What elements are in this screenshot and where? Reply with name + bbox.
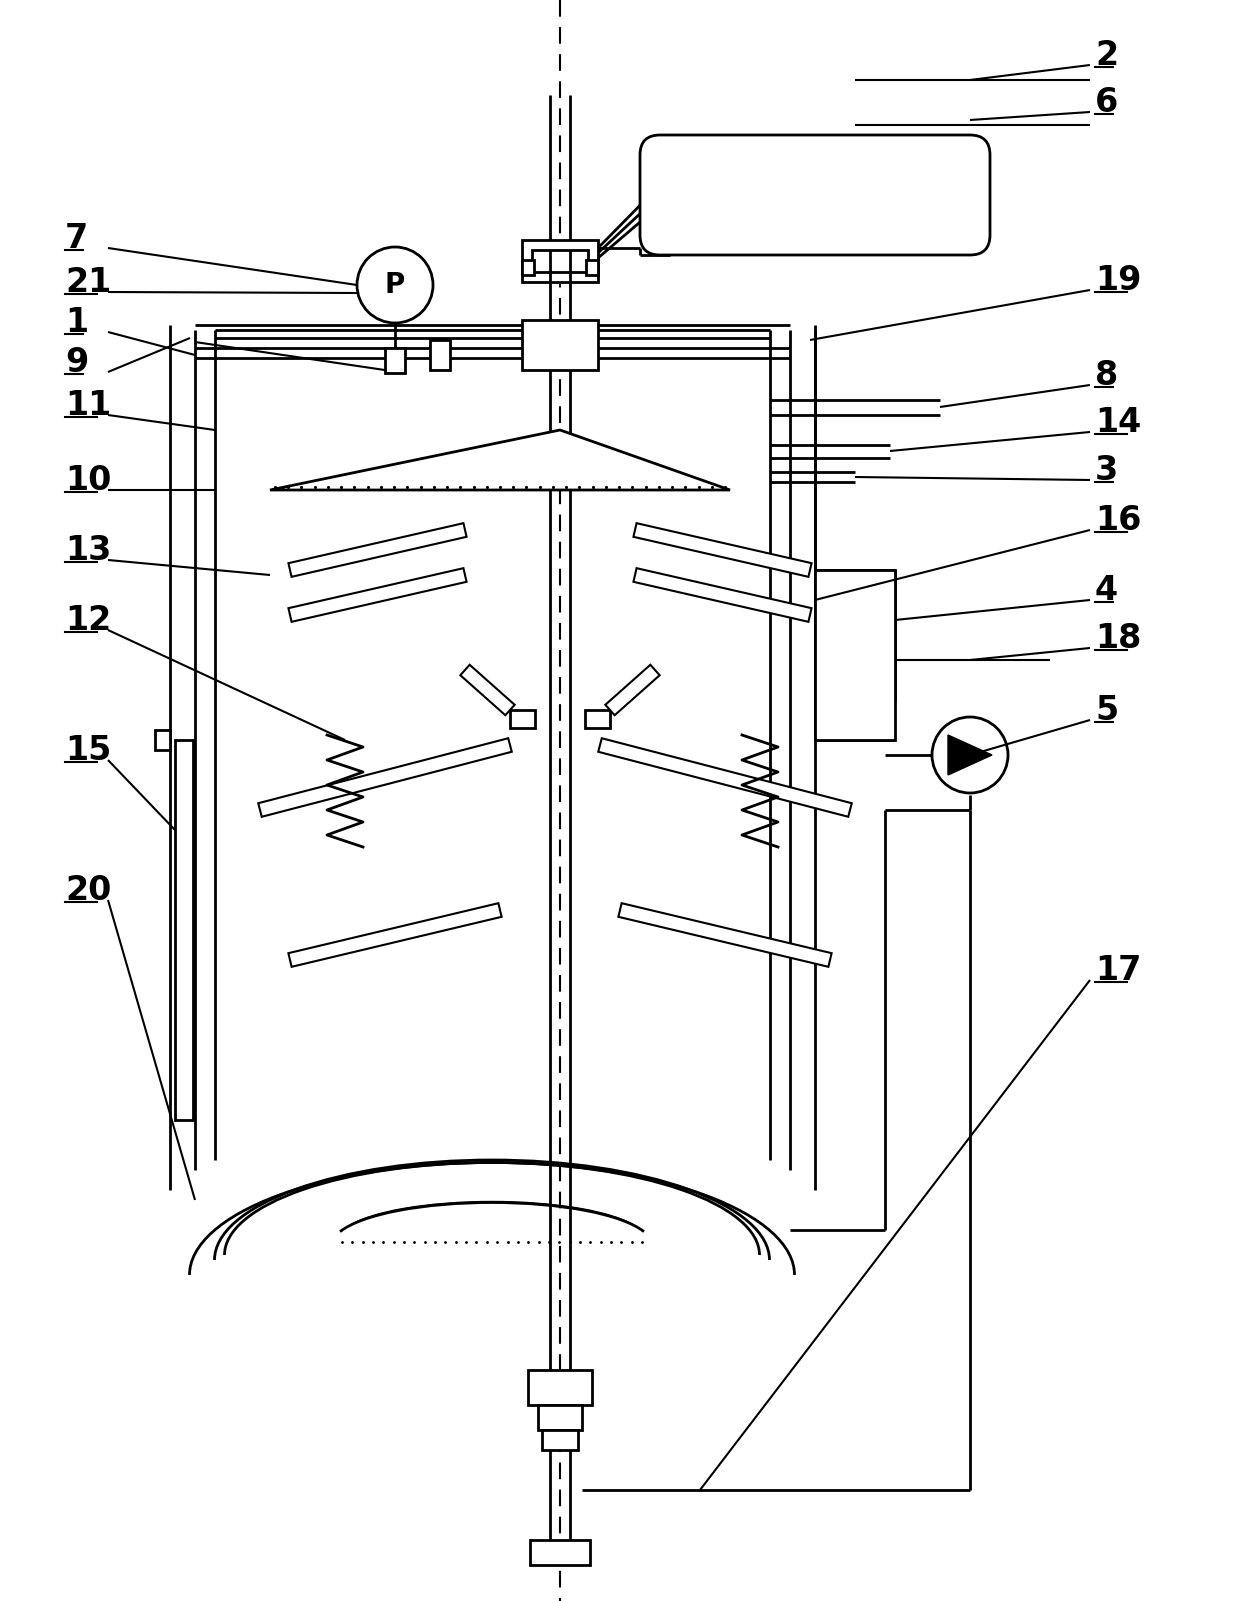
Text: 15: 15 [64,733,112,767]
FancyBboxPatch shape [640,134,990,255]
Text: 17: 17 [1095,954,1141,986]
Bar [529,1540,590,1566]
Text: 1: 1 [64,306,88,339]
Bar [522,259,534,275]
Polygon shape [289,903,502,967]
Bar [585,709,610,728]
Bar [155,730,170,749]
Polygon shape [949,735,992,775]
Text: 2: 2 [1095,38,1118,72]
Polygon shape [460,664,515,716]
Bar [430,339,450,370]
Circle shape [357,247,433,323]
Polygon shape [634,568,811,621]
Polygon shape [270,431,730,490]
Polygon shape [598,738,852,817]
Text: 20: 20 [64,874,112,908]
Text: 6: 6 [1095,86,1118,118]
Text: 5: 5 [1095,693,1118,727]
Text: 4: 4 [1095,575,1118,607]
Bar [587,259,598,275]
Text: 12: 12 [64,604,112,637]
Bar [538,1406,582,1430]
Text: 7: 7 [64,223,88,255]
Text: P: P [384,271,405,299]
Circle shape [932,717,1008,792]
Bar [532,250,588,272]
Text: 14: 14 [1095,407,1141,439]
Text: 8: 8 [1095,359,1118,392]
Text: 3: 3 [1095,455,1118,487]
Text: 11: 11 [64,389,112,423]
Polygon shape [605,664,660,716]
Polygon shape [619,903,832,967]
Polygon shape [258,738,512,817]
Text: 21: 21 [64,266,112,299]
Bar [528,1370,591,1406]
Bar [522,240,598,282]
Bar [522,320,598,370]
Text: 16: 16 [1095,504,1141,536]
Text: 18: 18 [1095,623,1141,655]
Polygon shape [289,568,466,621]
Text: 9: 9 [64,346,88,379]
Polygon shape [289,524,466,576]
Polygon shape [634,524,811,576]
Text: 13: 13 [64,535,112,567]
Text: 10: 10 [64,464,112,496]
Bar [542,1430,578,1451]
Text: 19: 19 [1095,264,1141,298]
Bar [815,570,895,740]
Bar [175,740,193,1121]
Bar [510,709,534,728]
Bar [384,347,405,373]
